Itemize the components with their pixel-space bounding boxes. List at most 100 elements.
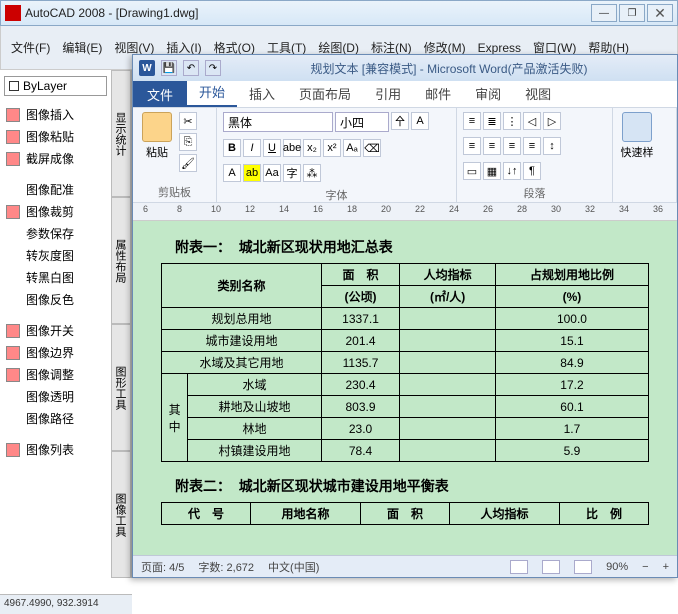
font-name-select[interactable]: 黑体 [223,112,333,132]
word-ribbon-tabs: 文件 开始 插入 页面布局 引用 邮件 审阅 视图 [133,81,677,107]
table-1: 类别名称 面 积 人均指标 占规划用地比例 (公顷) (㎡/人) (%) 规划总… [161,263,649,462]
sidebar-label: 转黑白图 [26,269,74,286]
numbering-button[interactable]: ≣ [483,112,501,130]
sidebar-item-14[interactable]: 图像列表 [2,439,109,460]
sidebar-label: 图像插入 [26,106,74,123]
menu-edit[interactable]: 编辑(E) [58,37,106,58]
view-read-button[interactable] [542,560,560,574]
sidebar-item-3[interactable]: 图像配准 [2,179,109,200]
zoom-in-button[interactable]: + [663,561,669,573]
align-right-button[interactable]: ≡ [503,137,521,155]
sidebar-label: 图像边界 [26,344,74,361]
tab-ref[interactable]: 引用 [363,80,413,107]
document-area[interactable]: 附表一： 城北新区现状用地汇总表 类别名称 面 积 人均指标 占规划用地比例 (… [133,221,677,555]
bullets-button[interactable]: ≡ [463,112,481,130]
autocad-left-panel: ByLayer 图像插入图像粘贴截屏成像图像配准图像裁剪参数保存转灰度图转黑白图… [0,70,132,578]
highlight-button[interactable]: ab [243,164,261,182]
sidebar-item-5[interactable]: 参数保存 [2,223,109,244]
sidebar-item-4[interactable]: 图像裁剪 [2,201,109,222]
font-size-select[interactable]: 小四 [335,112,389,132]
sidebar-item-11[interactable]: 图像调整 [2,364,109,385]
sidebar-item-6[interactable]: 转灰度图 [2,245,109,266]
tab-view[interactable]: 视图 [513,80,563,107]
sidebar-icon [6,443,20,457]
tab-mail[interactable]: 邮件 [413,80,463,107]
enclose-button[interactable]: Aa [263,164,281,182]
paste-button[interactable]: 粘贴 [139,112,175,160]
ruler-mark: 18 [347,204,357,214]
sort-button[interactable]: ↓↑ [503,162,521,180]
save-button[interactable]: 💾 [161,60,177,76]
ruler[interactable]: 681012141618202224262830323436 [133,203,677,221]
borders-button[interactable]: ▦ [483,162,501,180]
copy-button[interactable]: ⎘ [179,133,197,151]
sidebar-item-8[interactable]: 图像反色 [2,289,109,310]
window-controls-doc: — ❐ ✕ [591,4,673,22]
indent-dec-button[interactable]: ◁ [523,112,541,130]
zoom-level[interactable]: 90% [606,561,628,573]
styles-button[interactable]: 快速样 [619,112,655,160]
multilevel-button[interactable]: ⋮ [503,112,521,130]
texteffect-button[interactable]: Aₐ [343,139,361,157]
vtab-0[interactable]: 显示统计 [111,70,131,197]
vtab-1[interactable]: 属性布局 [111,197,131,324]
layer-color-swatch [9,81,19,91]
sidebar-item-0[interactable]: 图像插入 [2,104,109,125]
sidebar-item-10[interactable]: 图像边界 [2,342,109,363]
sidebar-item-7[interactable]: 转黑白图 [2,267,109,288]
shading-button[interactable]: ▭ [463,162,481,180]
asian-button[interactable]: 字 [283,164,301,182]
tab-insert[interactable]: 插入 [237,80,287,107]
subscript-button[interactable]: x₂ [303,139,321,157]
menu-file[interactable]: 文件(F) [7,37,54,58]
underline-button[interactable]: U [263,139,281,157]
phonetic-button[interactable]: ⁂ [303,164,321,182]
strike-button[interactable]: abe [283,139,301,157]
view-web-button[interactable] [574,560,592,574]
tab-layout[interactable]: 页面布局 [287,80,363,107]
file-tab[interactable]: 文件 [133,81,187,107]
status-page[interactable]: 页面: 4/5 [141,559,184,575]
sidebar-item-1[interactable]: 图像粘贴 [2,126,109,147]
fontcolor-button[interactable]: A [223,164,241,182]
align-justify-button[interactable]: ≡ [523,137,541,155]
tab-home[interactable]: 开始 [187,78,237,107]
bold-button[interactable]: B [223,139,241,157]
doc-close-button[interactable]: ✕ [647,4,673,22]
ruler-mark: 16 [313,204,323,214]
status-words[interactable]: 字数: 2,672 [198,559,254,575]
doc-min-button[interactable]: — [591,4,617,22]
view-print-button[interactable] [510,560,528,574]
ruler-mark: 34 [619,204,629,214]
vtab-3[interactable]: 图像工具 [111,451,131,578]
sidebar-item-9[interactable]: 图像开关 [2,320,109,341]
redo-button[interactable]: ↷ [205,60,221,76]
vtab-2[interactable]: 图形工具 [111,324,131,451]
th-percap: 人均指标 [400,264,496,286]
grow-font-button[interactable]: 㐃 [391,112,409,130]
format-painter-button[interactable]: 🖌 [179,154,197,172]
word-app-icon[interactable]: W [139,60,155,76]
showmarks-button[interactable]: ¶ [523,162,541,180]
cut-button[interactable]: ✂ [179,112,197,130]
zoom-out-button[interactable]: − [642,561,648,573]
doc-restore-button[interactable]: ❐ [619,4,645,22]
layer-selector[interactable]: ByLayer [4,76,107,96]
italic-button[interactable]: I [243,139,261,157]
charstyle-button[interactable]: A [411,112,429,130]
sidebar-item-12[interactable]: 图像透明 [2,386,109,407]
superscript-button[interactable]: x² [323,139,341,157]
clearformat-button[interactable]: ⌫ [363,139,381,157]
tab-review[interactable]: 审阅 [463,80,513,107]
sidebar-icon [6,108,20,122]
sidebar-label: 图像调整 [26,366,74,383]
sidebar-label: 图像列表 [26,441,74,458]
sidebar-item-2[interactable]: 截屏成像 [2,148,109,169]
align-center-button[interactable]: ≡ [483,137,501,155]
status-lang[interactable]: 中文(中国) [268,559,319,575]
indent-inc-button[interactable]: ▷ [543,112,561,130]
sidebar-item-13[interactable]: 图像路径 [2,408,109,429]
align-left-button[interactable]: ≡ [463,137,481,155]
undo-button[interactable]: ↶ [183,60,199,76]
linespacing-button[interactable]: ↕ [543,137,561,155]
